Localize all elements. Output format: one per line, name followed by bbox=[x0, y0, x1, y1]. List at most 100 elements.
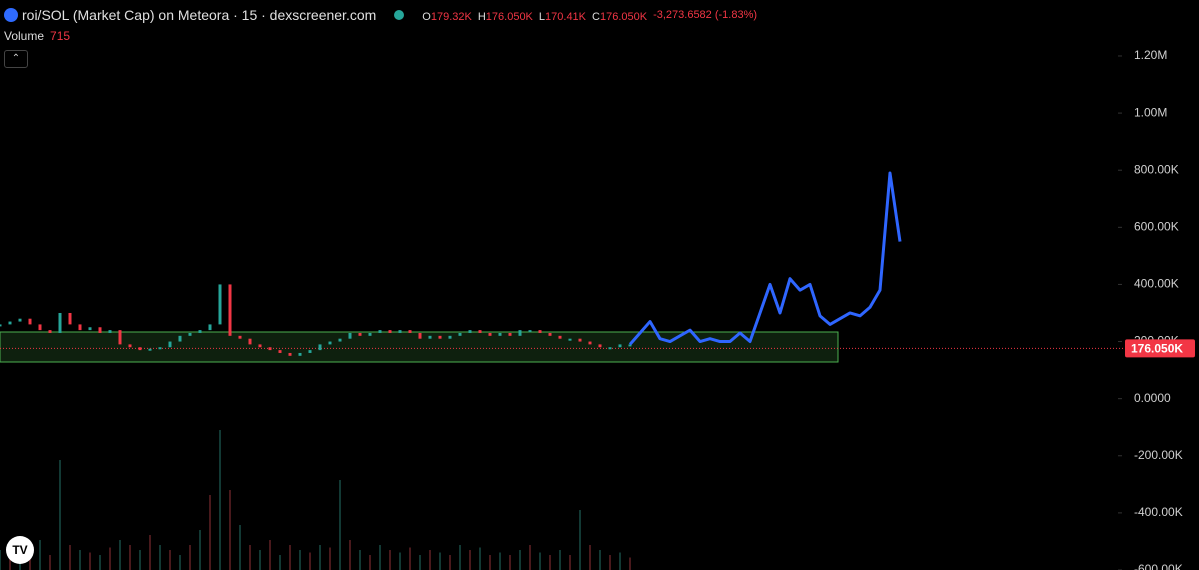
candle bbox=[248, 338, 252, 345]
volume-bar bbox=[449, 555, 451, 570]
candle bbox=[218, 284, 222, 325]
volume-bar bbox=[149, 535, 151, 570]
candle bbox=[448, 335, 452, 339]
y-tick-label: 0.0000 bbox=[1134, 391, 1171, 405]
volume-label: Volume bbox=[4, 29, 45, 43]
candle bbox=[128, 344, 132, 348]
ohlc-key: L bbox=[538, 11, 546, 23]
volume-bar bbox=[249, 545, 251, 570]
volume-bar bbox=[599, 550, 601, 570]
collapse-button[interactable]: ⌃ bbox=[4, 50, 28, 68]
candle bbox=[208, 324, 212, 331]
volume-bar bbox=[299, 550, 301, 570]
volume-bar bbox=[489, 555, 491, 570]
candle bbox=[518, 330, 522, 336]
candle bbox=[358, 332, 362, 336]
candle bbox=[438, 335, 442, 339]
volume-bar bbox=[169, 550, 171, 570]
candle bbox=[608, 347, 612, 350]
candle bbox=[18, 318, 22, 322]
volume-bar bbox=[549, 555, 551, 570]
last-price-badge bbox=[1125, 339, 1195, 358]
volume-bar bbox=[179, 555, 181, 570]
candle bbox=[398, 330, 402, 333]
volume-bar bbox=[59, 460, 61, 570]
volume-bar bbox=[419, 555, 421, 570]
volume-bar bbox=[339, 480, 341, 570]
candle bbox=[618, 344, 622, 348]
candle bbox=[328, 341, 332, 345]
volume-bar bbox=[9, 555, 11, 570]
volume-bar bbox=[199, 530, 201, 570]
candle bbox=[488, 332, 492, 336]
volume-bar bbox=[139, 550, 141, 570]
ohlc-key: O bbox=[422, 11, 431, 23]
candle bbox=[568, 338, 572, 341]
y-tick-label: 1.00M bbox=[1134, 105, 1167, 119]
logo: TV bbox=[6, 536, 34, 564]
status-dot bbox=[394, 10, 405, 20]
candle bbox=[138, 347, 142, 351]
candle bbox=[338, 338, 342, 342]
volume-bar bbox=[359, 550, 361, 570]
candle bbox=[468, 330, 472, 333]
volume-bar bbox=[519, 550, 521, 570]
volume-bar bbox=[159, 545, 161, 570]
volume-bar bbox=[89, 552, 91, 570]
svg-text:TV: TV bbox=[12, 543, 27, 557]
volume-bar bbox=[319, 545, 321, 570]
candle bbox=[48, 330, 52, 333]
candle bbox=[28, 318, 32, 325]
candle bbox=[188, 332, 192, 336]
volume-bar bbox=[529, 545, 531, 570]
candle bbox=[148, 348, 152, 351]
candle bbox=[318, 344, 322, 351]
ohlc-value: 179.32K bbox=[430, 11, 472, 23]
volume-bar bbox=[589, 545, 591, 570]
chart-title: roi/SOL (Market Cap) on Meteora · 15 · d… bbox=[22, 7, 377, 23]
candle bbox=[348, 332, 352, 339]
candle bbox=[378, 330, 382, 333]
candle bbox=[168, 341, 172, 348]
volume-bar bbox=[69, 545, 71, 570]
candle bbox=[478, 330, 482, 333]
volume-bar bbox=[429, 550, 431, 570]
volume-bar bbox=[0, 550, 1, 570]
volume-bar bbox=[269, 540, 271, 570]
last-price-label: 176.050K bbox=[1131, 342, 1183, 356]
candle bbox=[578, 338, 582, 342]
candle bbox=[308, 350, 312, 353]
candle bbox=[258, 344, 262, 348]
volume-bar bbox=[619, 552, 621, 570]
volume-bar bbox=[219, 430, 221, 570]
header: roi/SOL (Market Cap) on Meteora · 15 · d… bbox=[4, 5, 757, 25]
y-tick-label: -400.00K bbox=[1134, 505, 1183, 519]
ohlc-key: H bbox=[477, 11, 486, 23]
volume-bar bbox=[229, 490, 231, 570]
candle bbox=[288, 352, 292, 356]
candle bbox=[238, 335, 242, 339]
change: -3,273.6582 (-1.83%) bbox=[653, 9, 758, 21]
volume-bar bbox=[469, 550, 471, 570]
candle bbox=[298, 352, 302, 356]
price-line bbox=[628, 171, 902, 346]
volume-bar bbox=[329, 547, 331, 570]
volume-bar bbox=[609, 555, 611, 570]
volume-bar bbox=[559, 550, 561, 570]
candle bbox=[628, 344, 632, 347]
ohlc-value: 170.41K bbox=[545, 11, 587, 23]
candle bbox=[368, 332, 372, 336]
volume-bar bbox=[279, 555, 281, 570]
candle bbox=[498, 332, 502, 336]
candle bbox=[158, 347, 162, 350]
candle bbox=[178, 335, 182, 342]
candle bbox=[198, 330, 202, 333]
candle bbox=[228, 284, 232, 336]
candle bbox=[98, 327, 102, 333]
volume-bar bbox=[99, 555, 101, 570]
ohlc-value: 176.050K bbox=[599, 11, 648, 23]
y-tick-label: 1.20M bbox=[1134, 48, 1167, 62]
volume-bar bbox=[189, 545, 191, 570]
candle bbox=[598, 344, 602, 348]
